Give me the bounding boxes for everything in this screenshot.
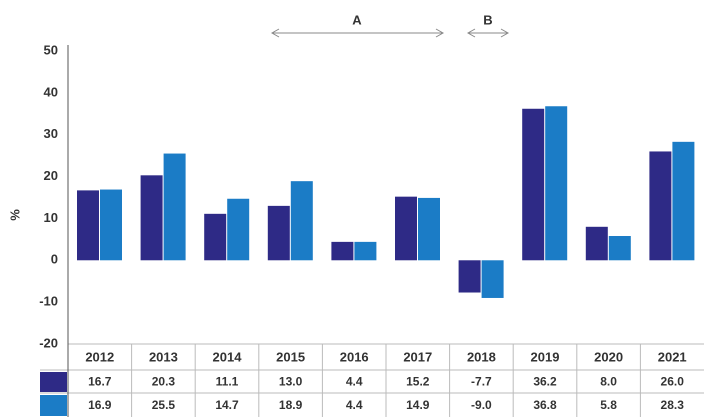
bar: [204, 213, 227, 261]
bar: [545, 106, 568, 261]
table-cell: 16.9: [88, 398, 112, 412]
bar: [140, 175, 163, 261]
table-cell: 8.0: [600, 375, 617, 389]
x-tick-label: 2013: [149, 349, 178, 364]
table-cell: 15.2: [406, 375, 430, 389]
table-cell: 11.1: [216, 375, 239, 389]
y-tick-label: 50: [44, 42, 58, 57]
x-tick-label: 2021: [658, 349, 687, 364]
annotation-a: A: [270, 12, 445, 38]
bar: [227, 198, 250, 261]
bar: [163, 153, 186, 261]
table-cell: 13.0: [279, 375, 303, 389]
table-cell: 18.9: [279, 398, 303, 412]
table-cell: 26.0: [661, 375, 685, 389]
x-tick-label: 2014: [213, 349, 243, 364]
table-cell: 16.7: [88, 375, 112, 389]
bar: [354, 241, 377, 261]
bar: [418, 197, 440, 261]
table-cell: 14.7: [215, 398, 239, 412]
bar: [649, 151, 672, 261]
x-tick-label: 2019: [531, 349, 560, 364]
y-tick-label: -10: [39, 294, 58, 309]
bar: [481, 260, 504, 298]
bar: [608, 236, 631, 261]
x-tick-label: 2018: [467, 349, 496, 364]
table-cell: 36.2: [533, 375, 557, 389]
table-cell: 5.8: [600, 398, 617, 412]
y-tick-label: 30: [44, 126, 58, 141]
table-cell: -7.7: [471, 375, 492, 389]
x-tick-label: 2016: [340, 349, 369, 364]
y-tick-label: 40: [44, 84, 58, 99]
y-tick-label: -20: [39, 335, 58, 350]
bar: [522, 108, 545, 261]
annotation-label: A: [352, 12, 362, 27]
table-cell: 4.4: [346, 375, 363, 389]
y-tick-label: 0: [51, 252, 58, 267]
table-cell: 20.3: [152, 375, 176, 389]
table-cell: -9.0: [471, 398, 492, 412]
y-tick-label: 20: [44, 168, 58, 183]
annotation-b: B: [466, 12, 510, 38]
bar: [395, 196, 417, 261]
legend-swatch: [40, 372, 67, 392]
bar: [290, 181, 313, 261]
x-tick-label: 2012: [85, 349, 114, 364]
bar: [331, 241, 354, 261]
x-tick-label: 2015: [276, 349, 305, 364]
y-tick-label: 10: [44, 210, 58, 225]
x-tick-label: 2020: [594, 349, 623, 364]
table-cell: 36.8: [533, 398, 557, 412]
annotation-arrowhead: [270, 28, 445, 38]
annotation-label: B: [483, 12, 492, 27]
bar: [100, 189, 122, 261]
legend-swatch: [40, 395, 67, 416]
x-tick-label: 2017: [403, 349, 432, 364]
bar: [77, 190, 99, 261]
annotation-arrowhead: [466, 28, 510, 38]
table-cell: 28.3: [661, 398, 685, 412]
table-cell: 14.9: [406, 398, 430, 412]
bar: [672, 141, 695, 261]
bar: [458, 260, 481, 293]
y-axis-label: %: [7, 209, 22, 221]
bar: [267, 205, 290, 261]
table-cell: 4.4: [346, 398, 363, 412]
bar: [585, 226, 608, 261]
table-cell: 25.5: [152, 398, 176, 412]
